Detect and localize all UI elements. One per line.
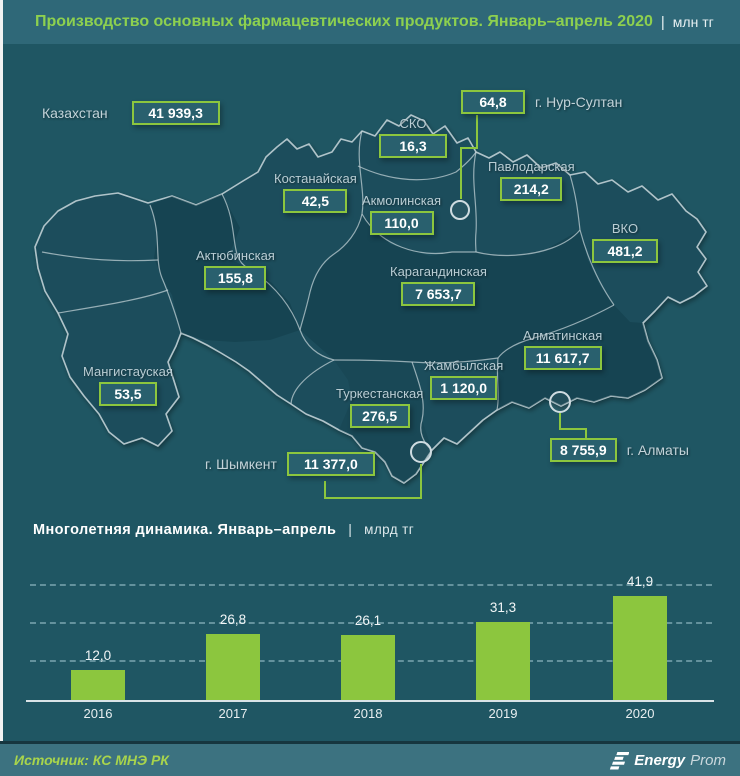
bar-value-2016: 12,0 bbox=[84, 648, 112, 663]
city-markers bbox=[410, 200, 571, 463]
region-zhambyl: Жамбылская 1 120,0 bbox=[424, 358, 503, 400]
region-sko: СКО 16,3 bbox=[379, 116, 447, 158]
chart-title-separator: | bbox=[348, 521, 353, 537]
city-marker-nur-sultan bbox=[450, 200, 470, 220]
region-aktobe: Актюбинская 155,8 bbox=[196, 248, 275, 290]
city-value-box: 8 755,9 bbox=[550, 438, 617, 462]
region-akmola: Акмолинская 110,0 bbox=[362, 193, 441, 235]
region-karaganda: Карагандинская 7 653,7 bbox=[390, 264, 487, 306]
bar-value-2019: 31,3 bbox=[489, 600, 517, 615]
bar-2018 bbox=[341, 635, 395, 700]
x-tick-2019: 2019 bbox=[488, 706, 518, 721]
connector-shymkent bbox=[324, 464, 422, 499]
city-name: г. Алматы bbox=[626, 442, 689, 458]
region-value-box: 1 120,0 bbox=[430, 376, 497, 400]
city-nur-sultan: 64,8 г. Нур-Султан bbox=[461, 90, 622, 114]
region-value-box: 214,2 bbox=[500, 177, 563, 201]
x-tick-2018: 2018 bbox=[353, 706, 383, 721]
region-value-box: 110,0 bbox=[369, 211, 434, 235]
x-tick-2016: 2016 bbox=[83, 706, 113, 721]
title-unit: млн тг bbox=[672, 14, 714, 30]
city-value-box: 11 377,0 bbox=[286, 452, 375, 476]
region-value-box: 53,5 bbox=[98, 382, 157, 406]
footer-divider bbox=[0, 741, 740, 744]
gridline bbox=[30, 584, 712, 586]
bar-chart: 12,0 2016 26,8 2017 26,1 2018 31,3 2019 41,9 2020 bbox=[26, 560, 714, 721]
bar-2019 bbox=[476, 622, 530, 700]
region-value-box: 276,5 bbox=[349, 404, 410, 428]
gridline bbox=[30, 622, 712, 624]
region-pavlodar: Павлодарская 214,2 bbox=[488, 159, 575, 201]
city-value-box: 64,8 bbox=[461, 90, 525, 114]
city-connectors bbox=[324, 115, 587, 499]
page-title: Производство основных фармацевтических п… bbox=[35, 13, 653, 30]
region-value-box: 42,5 bbox=[283, 189, 348, 213]
region-name: СКО bbox=[399, 116, 427, 131]
bar-value-2018: 26,1 bbox=[354, 613, 382, 628]
brand-name-light: Prom bbox=[690, 751, 726, 769]
region-value-box: 481,2 bbox=[592, 239, 658, 263]
region-name: Алматинская bbox=[523, 328, 603, 343]
title-separator: | bbox=[660, 13, 665, 31]
region-value-box: 11 617,7 bbox=[523, 346, 602, 370]
connector-nur-sultan bbox=[460, 115, 478, 199]
city-name: г. Шымкент bbox=[205, 456, 277, 472]
connector-almaty bbox=[559, 413, 587, 439]
region-mangystau: Мангистауская 53,5 bbox=[83, 364, 173, 406]
region-almaty-region: Алматинская 11 617,7 bbox=[523, 328, 602, 370]
region-name: Карагандинская bbox=[390, 264, 487, 279]
region-name: Костанайская bbox=[274, 171, 357, 186]
region-vko: ВКО 481,2 bbox=[592, 221, 658, 263]
region-turkestan: Туркестанская 276,5 bbox=[336, 386, 423, 428]
bar-value-2020: 41,9 bbox=[626, 574, 654, 589]
country-value-box: 41 939,3 bbox=[131, 101, 220, 125]
city-name: г. Нур-Султан bbox=[535, 94, 623, 110]
region-value-box: 7 653,7 bbox=[401, 282, 476, 306]
footer-bar: Источник: КС МНЭ РК Energy Prom bbox=[0, 744, 740, 776]
region-name: Мангистауская bbox=[83, 364, 173, 379]
bar-value-2017: 26,8 bbox=[219, 612, 247, 627]
region-kostanay: Костанайская 42,5 bbox=[274, 171, 357, 213]
chart-unit: млрд тг bbox=[364, 522, 415, 537]
region-name: Жамбылская bbox=[424, 358, 504, 373]
city-marker-shymkent bbox=[410, 441, 432, 463]
country-total: Казахстан 41 939,3 bbox=[42, 101, 220, 125]
city-almaty: 8 755,9 г. Алматы bbox=[550, 438, 689, 462]
title-bar: Производство основных фармацевтических п… bbox=[3, 0, 740, 44]
page-left-border bbox=[0, 0, 3, 741]
x-axis-line bbox=[26, 700, 714, 702]
brand-name-bold: Energy bbox=[634, 751, 686, 769]
bar-2016 bbox=[71, 670, 125, 700]
region-name: Актюбинская bbox=[196, 248, 275, 263]
region-name: Акмолинская bbox=[362, 193, 442, 208]
chart-title: Многолетняя динамика. Январь–апрель bbox=[33, 522, 337, 538]
x-tick-2017: 2017 bbox=[218, 706, 248, 721]
country-name: Казахстан bbox=[42, 105, 108, 121]
bar-2017 bbox=[206, 634, 260, 700]
x-tick-2020: 2020 bbox=[625, 706, 655, 721]
energyprom-icon bbox=[610, 752, 630, 770]
brand-logo: Energy Prom bbox=[609, 750, 726, 770]
city-marker-almaty bbox=[549, 391, 571, 413]
region-name: ВКО bbox=[611, 221, 639, 236]
region-value-box: 155,8 bbox=[204, 266, 267, 290]
region-name: Туркестанская bbox=[336, 386, 424, 401]
city-shymkent: г. Шымкент 11 377,0 bbox=[205, 452, 375, 476]
region-value-box: 16,3 bbox=[379, 134, 447, 158]
country-outline bbox=[34, 114, 708, 484]
bar-2020 bbox=[613, 596, 667, 700]
region-name: Павлодарская bbox=[488, 159, 575, 174]
source-note: Источник: КС МНЭ РК bbox=[14, 752, 169, 768]
chart-section-title: Многолетняя динамика. Январь–апрель | мл… bbox=[33, 521, 414, 539]
